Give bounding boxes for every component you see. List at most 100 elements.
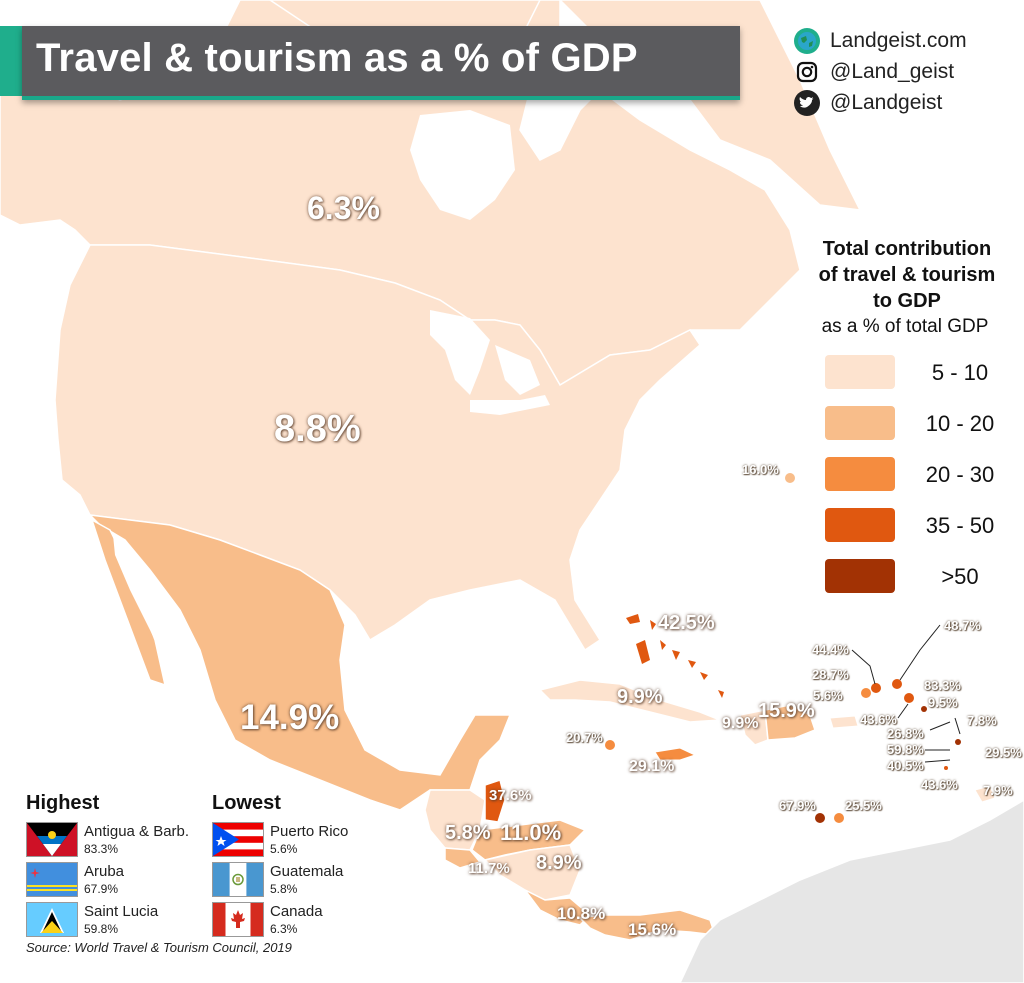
dominican-republic-region xyxy=(764,704,816,741)
label-usa: 8.8% xyxy=(274,408,361,450)
label-cuba: 9.9% xyxy=(617,686,663,708)
label-barbados: 29.5% xyxy=(985,745,1022,760)
lowest-heading: Lowest xyxy=(212,792,281,814)
highest-2-value: 67.9% xyxy=(84,882,119,896)
legend-title: Total contribution of travel & tourism t… xyxy=(800,236,1014,314)
label-st-vincent: 40.5% xyxy=(887,758,924,773)
legend-swatch-2 xyxy=(825,406,895,440)
legend-label-3: 20 - 30 xyxy=(925,462,995,487)
lowest-1-name: Puerto Rico xyxy=(270,823,349,840)
legend-swatch-4 xyxy=(825,508,895,542)
jamaica-region xyxy=(654,747,697,761)
mexico-region xyxy=(87,513,512,811)
panama-region xyxy=(578,909,717,941)
highest-1-value: 83.3% xyxy=(84,842,119,856)
aruba-flag xyxy=(26,862,78,897)
twitter-text: @Landgeist xyxy=(830,91,943,114)
legend-label-4: 35 - 50 xyxy=(925,513,995,538)
label-anguilla: 43.6% xyxy=(860,712,897,727)
highest-3-name: Saint Lucia xyxy=(84,903,159,920)
lowest-3-name: Canada xyxy=(270,903,323,920)
legend-title-line-2: of travel & tourism xyxy=(818,264,996,286)
instagram-link[interactable]: @Land_geist xyxy=(794,58,954,86)
label-bvi: 48.7% xyxy=(944,618,981,633)
trinidad-region xyxy=(974,785,996,803)
label-usvi: 28.7% xyxy=(812,667,849,682)
label-dominica: 26.8% xyxy=(887,726,924,741)
label-aruba: 67.9% xyxy=(779,798,816,813)
highest-2-name: Aruba xyxy=(84,863,125,880)
legend-swatch-5 xyxy=(825,559,895,593)
title-accent-bar xyxy=(0,26,22,96)
highest-heading: Highest xyxy=(26,792,100,814)
twitter-link[interactable]: @Landgeist xyxy=(794,89,942,117)
label-trinidad: 7.9% xyxy=(983,783,1013,798)
label-honduras: 11.0% xyxy=(500,820,562,845)
curacao-dot xyxy=(834,813,844,823)
label-guatemala: 5.8% xyxy=(445,822,491,844)
aruba-dot xyxy=(815,813,825,823)
title-banner: Travel & tourism as a % of GDP xyxy=(22,26,740,100)
bahamas-islands xyxy=(626,614,724,698)
label-canada: 6.3% xyxy=(307,190,380,226)
label-puerto-rico: 5.6% xyxy=(813,688,843,703)
label-jamaica: 29.1% xyxy=(629,758,675,775)
belize-region xyxy=(484,779,506,823)
label-turks-caicos: 44.4% xyxy=(812,642,849,657)
legend-label-1: 5 - 10 xyxy=(931,360,989,385)
turks-dot xyxy=(861,688,871,698)
label-st-lucia: 59.8% xyxy=(887,742,924,757)
el-salvador-region xyxy=(444,847,482,869)
great-lakes xyxy=(430,310,550,415)
legend-subtitle: as a % of total GDP xyxy=(821,316,989,337)
globe-icon xyxy=(794,28,820,54)
label-dominican-republic: 15.9% xyxy=(758,700,815,722)
legend-label-5: >50 xyxy=(941,564,979,589)
twitter-icon xyxy=(794,90,820,116)
instagram-text: @Land_geist xyxy=(830,60,955,83)
puerto-rico-flag xyxy=(212,822,264,857)
website-text: Landgeist.com xyxy=(830,29,967,52)
label-grenada: 43.6% xyxy=(921,777,958,792)
legend-swatch-1 xyxy=(825,355,895,389)
label-bermuda: 16.0% xyxy=(742,462,779,477)
label-antigua: 83.3% xyxy=(924,678,961,693)
saint-lucia-flag xyxy=(26,902,78,937)
highest-3-value: 59.8% xyxy=(84,922,119,936)
instagram-icon xyxy=(794,59,820,85)
antigua-dot xyxy=(921,706,927,712)
label-cayman-islands: 20.7% xyxy=(566,730,603,745)
label-nicaragua: 8.9% xyxy=(536,852,582,874)
label-guadeloupe: 7.8% xyxy=(967,713,997,728)
cayman-dot xyxy=(605,740,615,750)
puerto-rico-region xyxy=(829,715,859,729)
label-belize: 37.6% xyxy=(489,787,532,804)
south-america-region xyxy=(679,799,1024,983)
grenada-dot xyxy=(944,766,948,770)
label-mexico: 14.9% xyxy=(240,698,340,737)
label-el-salvador: 11.7% xyxy=(468,860,510,877)
website-link[interactable]: Landgeist.com xyxy=(794,27,967,55)
haiti-region xyxy=(739,709,769,746)
guatemala-flag xyxy=(212,862,264,897)
bvi-dot xyxy=(892,679,902,689)
label-panama: 15.6% xyxy=(628,920,677,939)
highest-1-name: Antigua & Barb. xyxy=(84,823,190,840)
legend-title-line-3: to GDP xyxy=(873,290,941,312)
usvi-dot xyxy=(871,683,881,693)
legend-swatch-3 xyxy=(825,457,895,491)
label-haiti: 9.9% xyxy=(722,715,759,732)
lowest-1-value: 5.6% xyxy=(270,842,298,856)
legend-title-line-1: Total contribution xyxy=(822,238,992,260)
gulf-of-california xyxy=(113,535,175,668)
cuba-region xyxy=(538,679,721,723)
source-note: Source: World Travel & Tourism Council, … xyxy=(26,940,292,955)
label-costa-rica: 10.8% xyxy=(557,904,606,923)
hudson-bay xyxy=(410,110,515,220)
page-title: Travel & tourism as a % of GDP xyxy=(36,36,638,80)
nicaragua-region xyxy=(483,844,581,901)
anguilla-dot xyxy=(904,693,914,703)
label-curacao: 25.5% xyxy=(845,798,882,813)
label-st-kitts: 9.5% xyxy=(928,695,958,710)
lowest-2-value: 5.8% xyxy=(270,882,298,896)
